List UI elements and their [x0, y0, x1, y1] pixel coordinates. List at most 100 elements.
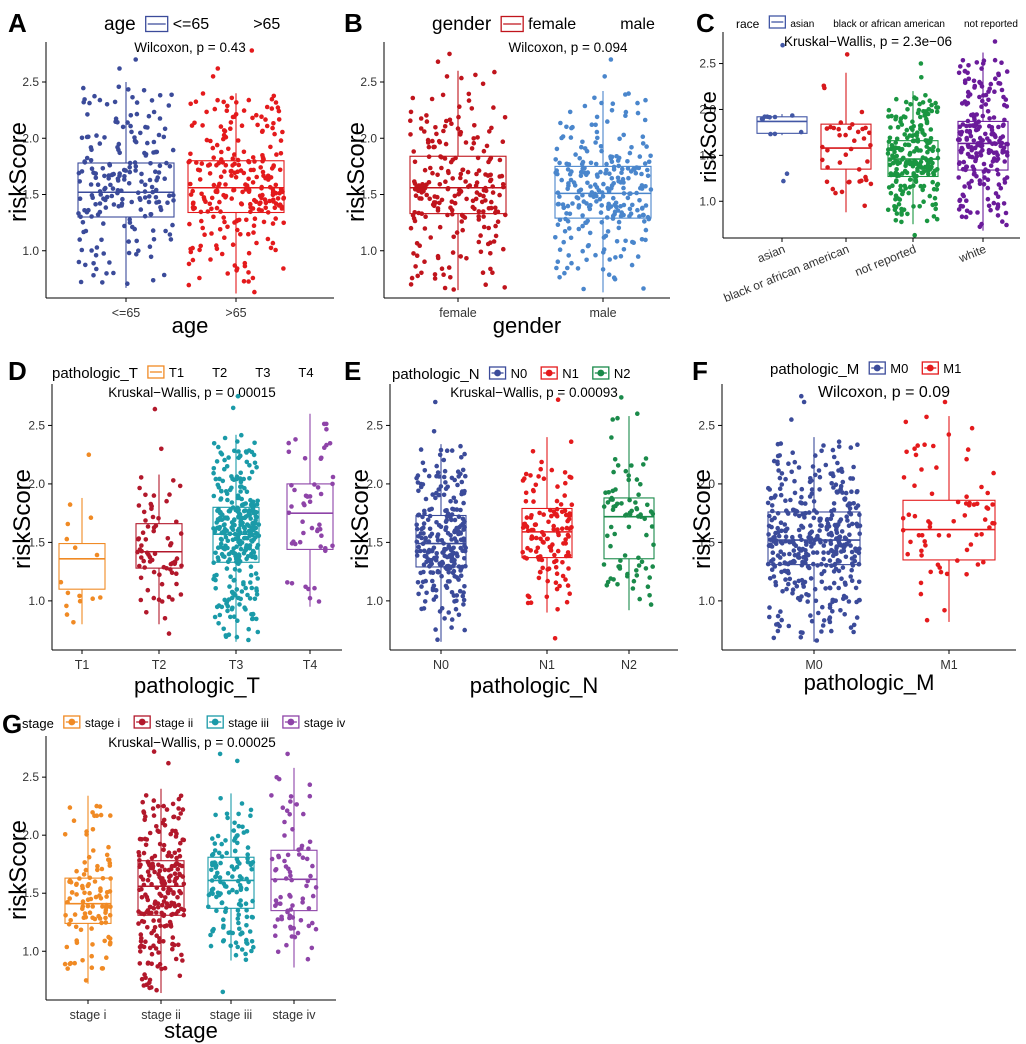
data-point — [460, 227, 466, 233]
data-point — [236, 449, 241, 454]
data-point — [768, 131, 773, 137]
data-point — [219, 488, 224, 494]
data-point — [1000, 150, 1005, 155]
data-point — [906, 512, 912, 517]
data-point — [645, 173, 651, 179]
data-point — [161, 913, 166, 919]
data-point — [533, 482, 539, 488]
data-point — [814, 510, 819, 515]
data-point — [771, 574, 777, 579]
data-point — [566, 534, 571, 539]
data-point — [601, 562, 607, 567]
data-point — [127, 164, 132, 170]
data-point — [275, 949, 281, 955]
outlier-point — [431, 429, 437, 434]
data-point — [934, 216, 940, 222]
data-point — [809, 487, 815, 492]
data-point — [840, 490, 845, 495]
data-point — [301, 530, 306, 536]
x-tick-label: stage ii — [141, 1008, 181, 1022]
data-point — [416, 183, 422, 188]
data-point — [154, 987, 159, 993]
data-point — [612, 211, 617, 217]
data-point — [935, 148, 941, 153]
data-point — [272, 131, 277, 137]
data-point — [836, 568, 842, 574]
data-point — [408, 118, 413, 123]
data-point — [255, 629, 261, 635]
data-point — [436, 138, 442, 144]
data-point — [629, 463, 634, 468]
data-point — [217, 875, 223, 880]
data-point — [213, 812, 218, 818]
outlier-point — [919, 75, 924, 80]
data-point — [848, 511, 854, 517]
data-point — [422, 468, 428, 473]
data-point — [831, 580, 837, 586]
data-point — [442, 285, 448, 291]
data-point — [616, 564, 621, 569]
data-point — [310, 893, 316, 899]
data-point — [593, 161, 599, 167]
data-point — [178, 531, 184, 536]
legend-label: N0 — [511, 366, 528, 381]
data-point — [983, 102, 989, 107]
data-point — [433, 594, 439, 599]
data-point — [643, 456, 649, 461]
data-point — [969, 112, 974, 118]
data-points — [58, 452, 103, 625]
data-point — [925, 111, 931, 117]
data-point — [929, 108, 935, 114]
data-point — [557, 275, 562, 280]
data-point — [319, 533, 324, 538]
category-male — [553, 57, 654, 293]
data-point — [240, 930, 245, 936]
outlier-point — [912, 232, 917, 238]
data-point — [246, 97, 252, 103]
data-point — [419, 196, 424, 201]
data-point — [149, 98, 155, 103]
data-point — [430, 492, 436, 497]
data-point — [81, 872, 87, 877]
data-point — [257, 193, 263, 199]
data-point — [562, 470, 568, 475]
data-point — [229, 589, 235, 595]
data-point — [847, 532, 852, 537]
data-point — [156, 170, 162, 175]
data-point — [218, 497, 223, 502]
category-t3 — [211, 393, 262, 643]
data-point — [432, 272, 438, 277]
data-point — [559, 177, 564, 183]
data-point — [449, 121, 454, 126]
data-point — [178, 840, 183, 846]
data-point — [154, 910, 159, 915]
data-point — [475, 135, 480, 140]
data-point — [215, 833, 221, 839]
box — [554, 165, 652, 219]
legend-key — [206, 715, 224, 729]
x-tick-label: <=65 — [112, 306, 141, 320]
data-point — [615, 463, 621, 468]
data-point — [461, 590, 466, 595]
data-point — [629, 508, 634, 514]
data-point — [845, 518, 850, 523]
data-point — [459, 479, 465, 485]
data-point — [481, 224, 487, 230]
data-point — [243, 607, 248, 612]
data-point — [554, 146, 560, 152]
data-point — [232, 161, 237, 167]
legend-title: pathologic_M — [770, 361, 859, 378]
data-point — [102, 186, 107, 192]
data-point — [824, 563, 829, 568]
data-point — [141, 882, 147, 888]
data-point — [200, 123, 205, 128]
data-point — [886, 107, 892, 113]
data-point — [177, 871, 182, 877]
data-point — [171, 478, 176, 483]
data-point — [212, 841, 218, 846]
data-point — [149, 855, 155, 861]
data-point — [444, 448, 450, 454]
data-point — [214, 604, 220, 610]
data-point — [528, 473, 533, 478]
data-point — [208, 932, 213, 938]
